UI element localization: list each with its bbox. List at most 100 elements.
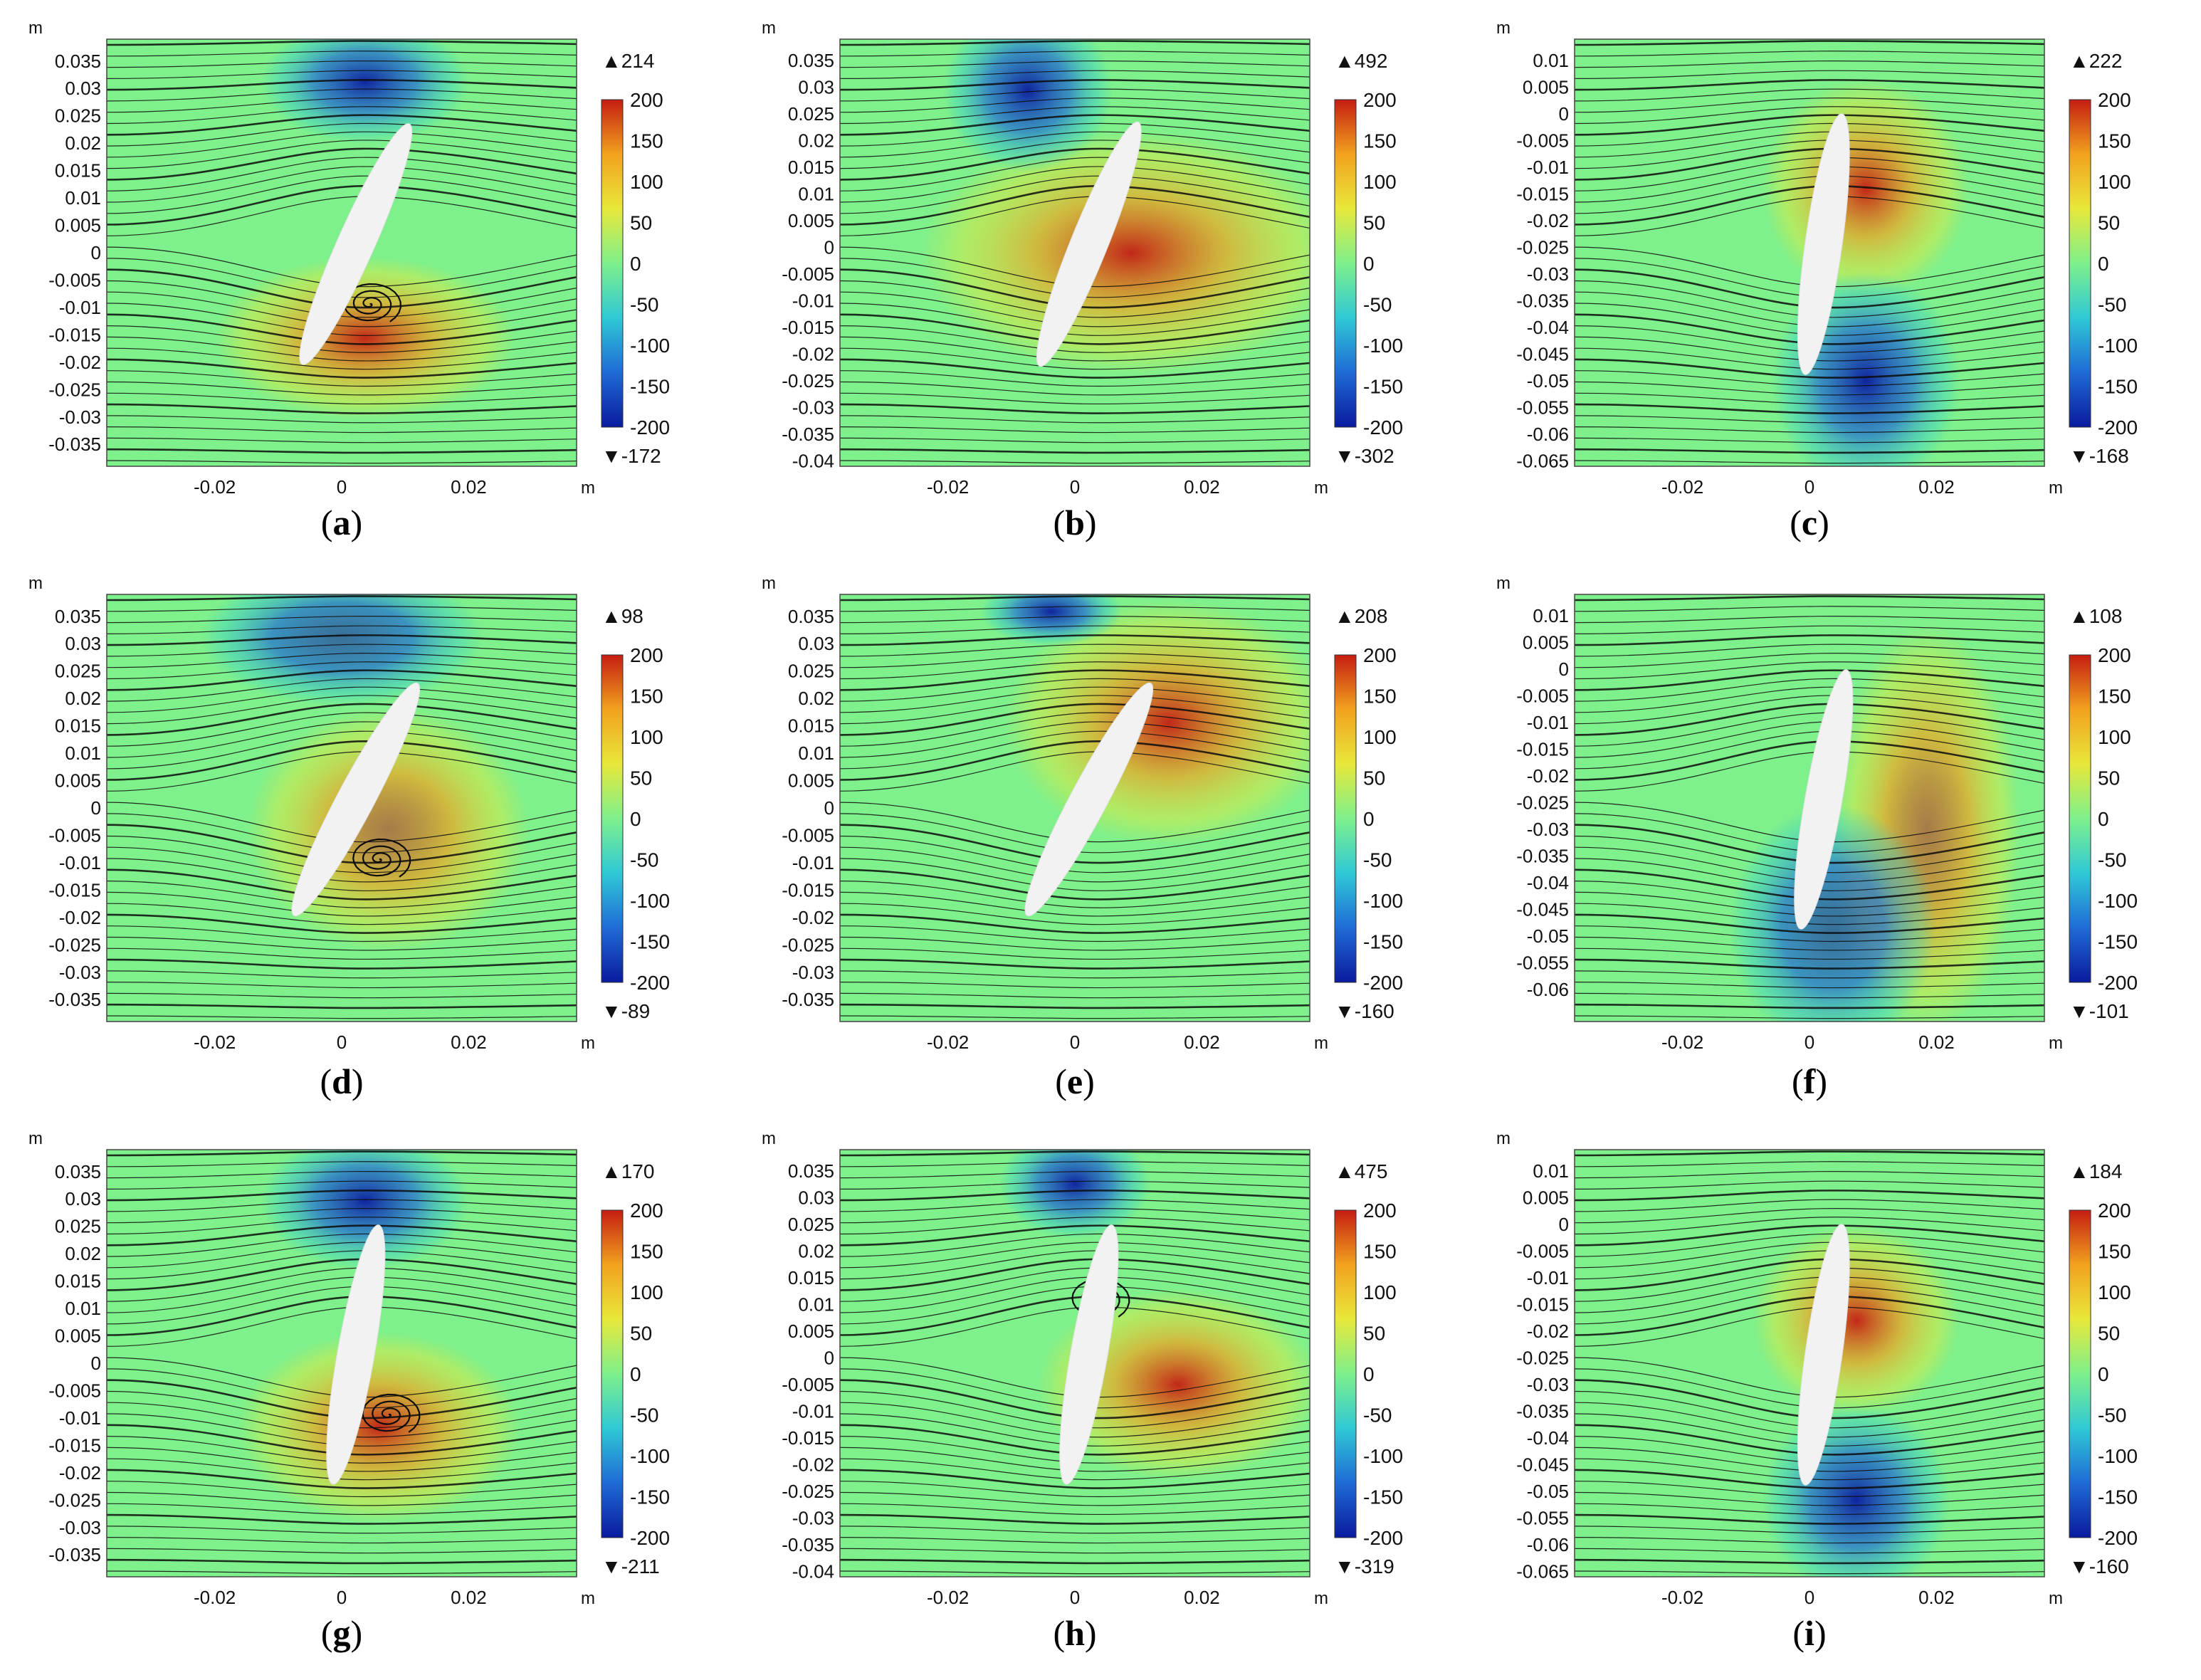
streamline bbox=[107, 1250, 577, 1280]
streamline bbox=[840, 196, 1310, 236]
streamline bbox=[107, 686, 577, 713]
panel-caption-letter: h bbox=[1065, 1613, 1085, 1653]
streamline bbox=[840, 437, 1310, 443]
panel-caption: (g) bbox=[320, 1613, 363, 1653]
panel-caption-letter: d bbox=[332, 1061, 352, 1101]
streamline bbox=[107, 1208, 577, 1224]
streamline bbox=[107, 634, 577, 646]
streamline bbox=[1575, 958, 2044, 970]
y-tick-label: -0.005 bbox=[1516, 1241, 1569, 1262]
streamline bbox=[1575, 712, 2044, 747]
colorbar-tick-label: -200 bbox=[1363, 972, 1403, 994]
streamline bbox=[840, 1250, 1310, 1280]
streamline bbox=[1575, 1503, 2044, 1516]
streamline bbox=[1575, 925, 2044, 943]
y-tick-label: -0.005 bbox=[48, 824, 101, 846]
streamline bbox=[840, 858, 1310, 891]
streamline bbox=[840, 40, 1310, 46]
y-tick-label: -0.055 bbox=[1516, 952, 1569, 974]
x-tick-label: 0 bbox=[1805, 1031, 1814, 1053]
streamline bbox=[840, 1503, 1310, 1516]
colorbar-max-label: ▲475 bbox=[1335, 1160, 1387, 1182]
streamline bbox=[1575, 358, 2044, 379]
streamline bbox=[107, 703, 577, 736]
streamline bbox=[107, 1217, 577, 1235]
panel-caption-letter: a bbox=[332, 503, 351, 542]
streamline bbox=[840, 114, 1310, 136]
streamline bbox=[840, 1458, 1310, 1481]
streamline bbox=[840, 291, 1310, 327]
streamline bbox=[1575, 913, 2044, 934]
streamline bbox=[840, 1208, 1310, 1224]
y-tick-label: -0.02 bbox=[1527, 210, 1569, 231]
streamline bbox=[840, 1424, 1310, 1456]
colorbar-tick-label: 100 bbox=[630, 1281, 663, 1303]
x-tick-label: 0 bbox=[1070, 1587, 1080, 1608]
streamline bbox=[1575, 460, 2044, 464]
streamline bbox=[107, 903, 577, 925]
colorbar-tick-label: 50 bbox=[630, 767, 652, 789]
streamline bbox=[107, 1436, 577, 1464]
colorbar-tick-label: 100 bbox=[1363, 1281, 1397, 1303]
streamline bbox=[107, 122, 577, 147]
y-tick-label: 0.02 bbox=[798, 130, 834, 152]
streamline bbox=[840, 61, 1310, 68]
y-tick-label: 0.015 bbox=[788, 1267, 834, 1288]
panel-caption: (h) bbox=[1053, 1613, 1097, 1653]
y-tick-label: 0 bbox=[1559, 103, 1569, 125]
streamline bbox=[1575, 51, 2044, 57]
streamline bbox=[107, 669, 577, 691]
colorbar-tick-label: 0 bbox=[630, 808, 641, 830]
streamline bbox=[840, 813, 1310, 854]
colorbar-tick-label: -150 bbox=[1363, 376, 1403, 398]
streamline bbox=[107, 106, 577, 125]
y-tick-label: -0.025 bbox=[1516, 792, 1569, 814]
y-axis-unit: m bbox=[762, 19, 776, 38]
streamline bbox=[107, 70, 577, 79]
streamline bbox=[1575, 426, 2044, 434]
streamline bbox=[107, 325, 577, 353]
colorbar-tick-label: 100 bbox=[630, 726, 663, 748]
streamline bbox=[1575, 61, 2044, 68]
streamline bbox=[107, 992, 577, 999]
streamline bbox=[107, 881, 577, 908]
colorbar-tick-label: 200 bbox=[630, 644, 663, 666]
airfoil-blade bbox=[1794, 669, 1854, 930]
streamline bbox=[1575, 903, 2044, 925]
colorbar-min-label: ▼-89 bbox=[602, 1000, 650, 1022]
streamline bbox=[107, 415, 577, 424]
colorbar-tick-label: -50 bbox=[1363, 1405, 1392, 1427]
x-axis-unit: m bbox=[1314, 1034, 1328, 1053]
streamlines bbox=[107, 40, 577, 464]
y-tick-label: -0.005 bbox=[782, 824, 834, 846]
y-tick-label: -0.06 bbox=[1527, 1534, 1569, 1555]
streamline bbox=[840, 634, 1310, 646]
streamline bbox=[840, 678, 1310, 702]
streamline bbox=[840, 185, 1310, 226]
streamline bbox=[840, 448, 1310, 454]
streamline bbox=[1575, 868, 2044, 901]
streamline bbox=[1575, 1458, 2044, 1481]
streamline bbox=[840, 415, 1310, 424]
streamline bbox=[1575, 595, 2044, 602]
streamline bbox=[107, 730, 577, 770]
colorbar-tick-label: -100 bbox=[2098, 890, 2138, 912]
streamline bbox=[107, 1503, 577, 1516]
y-tick-label: -0.045 bbox=[1516, 899, 1569, 920]
streamline bbox=[107, 1233, 577, 1257]
colorbar-max-label: ▲108 bbox=[2069, 605, 2122, 627]
y-tick-label: -0.03 bbox=[1527, 1374, 1569, 1395]
streamline bbox=[1575, 1161, 2044, 1167]
y-tick-label: -0.005 bbox=[48, 269, 101, 290]
plot-frame bbox=[1574, 38, 2045, 467]
plot-frame bbox=[106, 38, 577, 467]
y-tick-label: -0.025 bbox=[782, 934, 834, 955]
streamline bbox=[107, 448, 577, 454]
streamline bbox=[840, 751, 1310, 792]
colorbar-tick-label: 50 bbox=[630, 1323, 652, 1345]
y-axis-unit: m bbox=[762, 1129, 776, 1148]
streamline bbox=[1575, 992, 2044, 999]
streamline bbox=[107, 291, 577, 327]
streamline bbox=[1575, 1233, 2044, 1257]
colorbar-tick-label: -200 bbox=[2098, 416, 2138, 439]
